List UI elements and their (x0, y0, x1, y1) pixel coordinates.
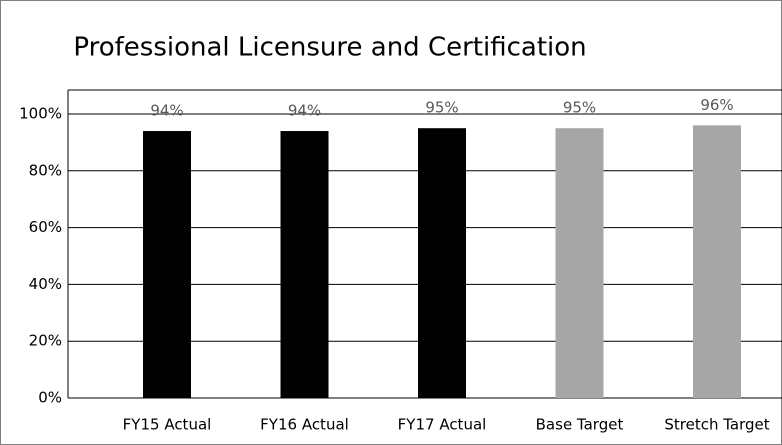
x-tick-label: Base Target (536, 416, 624, 434)
y-tick-label: 0% (38, 389, 62, 407)
data-label: 95% (563, 99, 596, 117)
chart-title: Professional Licensure and Certification (73, 33, 586, 63)
data-label: 96% (700, 96, 733, 114)
x-tick-label: FY16 Actual (260, 416, 349, 434)
y-tick-label: 100% (19, 105, 62, 123)
x-tick-label: FY17 Actual (398, 416, 487, 434)
y-tick-label: 40% (29, 275, 62, 293)
bar (143, 131, 191, 399)
y-tick-label: 80% (29, 161, 62, 179)
x-tick-label: FY15 Actual (123, 416, 212, 434)
data-label: 94% (288, 102, 321, 120)
x-tick-label: Stretch Target (664, 416, 769, 434)
data-label: 94% (150, 102, 183, 120)
y-tick-label: 60% (29, 218, 62, 236)
bar (693, 125, 741, 399)
y-tick-label: 20% (29, 332, 62, 350)
bar (555, 128, 604, 398)
data-label: 95% (425, 99, 458, 117)
bar (280, 131, 329, 399)
bar (418, 128, 466, 398)
